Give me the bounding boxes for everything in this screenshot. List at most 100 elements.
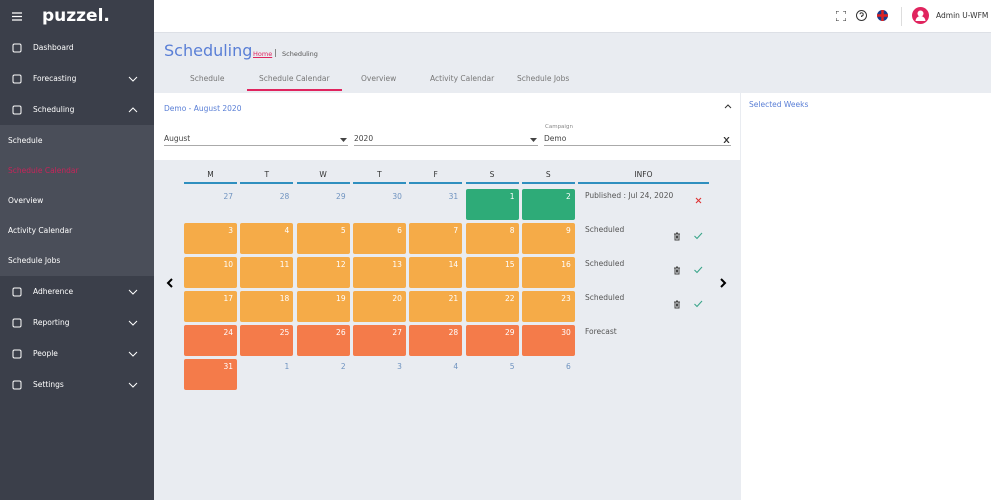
reject-icon[interactable] [695,197,703,206]
tab[interactable]: Schedule Calendar [259,74,330,83]
day-cell[interactable]: 19 [296,291,350,322]
day-cell[interactable]: 31 [184,359,237,390]
day-cell[interactable]: 5 [296,223,350,254]
menu-item[interactable]: Forecasting [33,74,77,83]
divider [901,7,902,26]
day-cell[interactable]: 15 [465,257,519,288]
breadcrumb-link[interactable]: Home [253,50,273,58]
weekday-header: T [377,170,382,179]
help-icon[interactable] [856,10,867,21]
select-arrow[interactable] [530,137,537,143]
delete-icon[interactable] [673,266,681,275]
day-number: 24 [223,328,233,337]
menu-item[interactable]: Settings [33,380,64,389]
menu-toggle[interactable] [12,12,22,21]
day-cell[interactable]: 7 [409,223,463,254]
menu-chevron[interactable] [128,76,138,82]
tab[interactable]: Overview [361,74,397,83]
day-cell[interactable]: 1 [465,189,519,220]
day-number: 26 [336,328,346,337]
topbar [154,0,991,33]
day-cell[interactable]: 17 [184,291,237,322]
menu-item[interactable]: People [33,349,58,358]
day-cell[interactable]: 4 [240,223,294,254]
day-number: 1 [509,192,515,201]
menu-chevron[interactable] [128,289,138,295]
day-cell[interactable]: 24 [184,325,237,356]
day-number: 15 [504,260,515,269]
approve-icon[interactable] [694,300,703,309]
menu-chevron[interactable] [128,382,138,388]
tab[interactable]: Schedule Jobs [517,74,570,83]
day-cell[interactable]: 6 [352,223,406,254]
day-cell[interactable]: 3 [184,223,237,254]
campaign-select[interactable]: Demo [544,134,567,143]
submenu-item[interactable]: Schedule Calendar [8,166,79,175]
day-cell[interactable]: 18 [240,291,294,322]
day-cell[interactable]: 26 [296,325,350,356]
year-select[interactable]: 2020 [354,134,374,143]
avatar[interactable] [912,7,929,24]
delete-icon[interactable] [673,300,681,309]
week-info: Forecast [585,327,617,336]
menu-chevron[interactable] [128,107,138,113]
menu-chevron[interactable] [128,320,138,326]
day-cell[interactable]: 20 [352,291,406,322]
day-cell: 2 [297,359,350,390]
day-cell[interactable]: 9 [521,223,575,254]
menu-item[interactable]: Dashboard [33,43,74,52]
menu-chevron[interactable] [128,351,138,357]
clear-icon[interactable] [723,137,730,143]
submenu [0,125,154,276]
day-number: 30 [392,192,402,201]
user-name[interactable]: Admin U-WFM [936,11,989,20]
day-cell[interactable]: 13 [352,257,406,288]
panel-title: Demo - August 2020 [164,104,242,113]
collapse-caret[interactable] [724,103,732,109]
select-line [354,145,538,146]
weekday-header: F [433,170,438,179]
day-number: 21 [448,294,459,303]
day-cell[interactable]: 21 [409,291,463,322]
day-cell[interactable]: 16 [521,257,575,288]
menu-item[interactable]: Scheduling [33,105,75,114]
approve-icon[interactable] [694,232,703,241]
menu-item[interactable]: Adherence [33,287,74,296]
day-cell[interactable]: 12 [296,257,350,288]
day-cell: 29 [297,189,350,220]
day-number: 3 [397,362,402,371]
day-cell[interactable]: 8 [465,223,519,254]
day-cell[interactable]: 28 [409,325,463,356]
day-cell[interactable]: 10 [184,257,237,288]
submenu-item[interactable]: Overview [8,196,44,205]
month-select[interactable]: August [164,134,191,143]
day-cell[interactable]: 30 [521,325,575,356]
day-cell[interactable]: 2 [521,189,575,220]
select-arrow[interactable] [340,137,347,143]
day-number: 9 [566,226,571,235]
weekday-header: S [489,170,495,179]
tab[interactable]: Activity Calendar [430,74,495,83]
select-line [164,145,348,146]
next-month[interactable] [719,278,727,288]
day-cell[interactable]: 22 [465,291,519,322]
day-cell[interactable]: 11 [240,257,294,288]
prev-month[interactable] [166,278,174,288]
menu-item[interactable]: Reporting [33,318,70,327]
submenu-item[interactable]: Schedule Jobs [8,256,61,265]
day-cell[interactable]: 29 [465,325,519,356]
day-cell[interactable]: 25 [240,325,294,356]
approve-icon[interactable] [694,266,703,275]
day-cell[interactable]: 27 [352,325,406,356]
tab[interactable]: Schedule [190,74,225,83]
select-line [544,145,731,146]
language-flag[interactable] [877,10,888,21]
submenu-item[interactable]: Activity Calendar [8,226,73,235]
delete-icon[interactable] [673,232,681,241]
day-cell: 3 [353,359,406,390]
day-cell[interactable]: 23 [521,291,575,322]
submenu-item[interactable]: Schedule [8,136,43,145]
fullscreen-icon[interactable] [836,11,846,21]
day-cell[interactable]: 14 [409,257,463,288]
